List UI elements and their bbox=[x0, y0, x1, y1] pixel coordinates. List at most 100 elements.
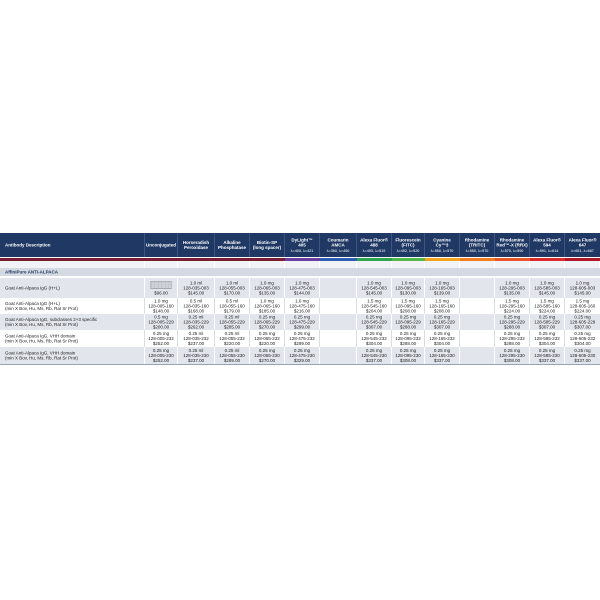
antibody-name: Goat Anti-Alpaca IgG, VHH domain bbox=[5, 333, 76, 339]
product-cell-alkaline-phosphatase: 0.25 ml 128-055-229 $285.00 bbox=[215, 314, 250, 330]
price: $308.00 bbox=[399, 358, 417, 363]
product-cell-alexa-fluor-488: 1.0 mg 128-545-003 $145.00 bbox=[357, 278, 392, 298]
pack-size: 0.25 mg bbox=[538, 348, 556, 353]
spacer-cell bbox=[565, 261, 600, 268]
pack-size: 0.25 ml bbox=[224, 331, 240, 336]
catalog-number: 128-545-230 bbox=[361, 353, 387, 358]
product-cell-alkaline-phosphatase: 1.0 ml 128-055-003 $170.00 bbox=[215, 278, 250, 298]
product-cell-biotin-sp: 1.0 mg 128-065-160 $185.00 bbox=[250, 298, 285, 314]
catalog-number: 128-605-003 bbox=[569, 285, 596, 291]
product-cell-cy3: 1.5 mg 128-165-160 $208.00 bbox=[425, 298, 460, 314]
column-header-rrx: Rhodamine Red™-X (RRX) λ=570, λ=590 bbox=[495, 233, 530, 257]
product-cell-alexa-fluor-594: 1.0 mg 128-585-003 $145.00 bbox=[530, 278, 565, 298]
price: $216.00 bbox=[293, 308, 311, 314]
catalog-number: 128-055-229 bbox=[219, 319, 245, 325]
catalog-number: 128-035-229 bbox=[183, 319, 209, 325]
catalog-number: 128-055-230 bbox=[219, 353, 245, 358]
pack-size: 0.25 mg bbox=[503, 314, 521, 320]
wavelength-label: λ=350, λ=450 bbox=[326, 248, 350, 253]
column-header-label: Horseradish bbox=[182, 240, 210, 245]
color-bar-segment bbox=[285, 258, 320, 261]
product-cell-biotin-sp: 0.25 mg 128-065-230 $270.00 bbox=[250, 347, 285, 364]
pack-size: 0.25 ml bbox=[188, 314, 204, 320]
pack-size: 0.25 mg bbox=[258, 331, 276, 336]
price: $337.00 bbox=[574, 358, 591, 363]
price: $135.00 bbox=[503, 290, 521, 296]
price: $224.00 bbox=[538, 308, 556, 314]
price: $208.00 bbox=[399, 308, 417, 314]
pack-size: 0.5 ml bbox=[189, 298, 203, 304]
catalog-number: 128-055-160 bbox=[219, 303, 245, 309]
product-cell-fitc: 0.25 mg 128-095-229 $288.00 bbox=[392, 314, 425, 330]
pack-size: 1.0 mg bbox=[154, 298, 168, 304]
product-cell-rrx: 0.25 mg 128-295-229 $288.00 bbox=[495, 314, 530, 330]
product-cell-dylight-405: 0.25 mg 128-475-232 $299.00 bbox=[285, 330, 320, 347]
product-cell-biotin-sp: 1.0 mg 128-065-003 $135.00 bbox=[250, 278, 285, 298]
column-header-label: Alexa Fluor® bbox=[360, 237, 388, 243]
pack-size: 0.25 mg bbox=[293, 348, 311, 353]
pack-size: 0.25 mg bbox=[258, 348, 276, 353]
spacer-cell bbox=[178, 261, 215, 268]
pack-size: 0.25 mg bbox=[258, 314, 276, 320]
column-header-label: (FITC) bbox=[401, 242, 415, 248]
product-cell-coumarin-amca bbox=[320, 298, 357, 314]
price: $285.00 bbox=[223, 324, 241, 330]
price: $135.00 bbox=[258, 290, 276, 296]
catalog-number: 128-605-230 bbox=[569, 353, 596, 358]
catalog-number: 128-605-160 bbox=[569, 303, 596, 309]
column-header-label: 488 bbox=[370, 242, 378, 248]
product-cell-tritc bbox=[460, 278, 495, 298]
color-bar-segment bbox=[530, 258, 565, 261]
product-cell-tritc bbox=[460, 314, 495, 330]
catalog-number: 128-475-160 bbox=[289, 303, 315, 309]
column-header-label: Cy™3 bbox=[435, 242, 449, 248]
product-cell-hrp: 0.25 ml 128-035-229 $262.00 bbox=[178, 314, 215, 330]
product-cell-unconjugated: 0.5 mg 128-005-229 $200.00 bbox=[145, 314, 178, 330]
catalog-number: 128-585-003 bbox=[534, 285, 560, 291]
column-header-label: Unconjugated bbox=[146, 242, 176, 248]
product-cell-rrx: 1.0 mg 128-295-003 $135.00 bbox=[495, 278, 530, 298]
pack-size: 1.0 mg bbox=[295, 298, 309, 304]
product-cell-alexa-fluor-488: 1.5 mg 128-545-160 $204.00 bbox=[357, 298, 392, 314]
product-cell-alexa-fluor-488: 0.25 mg 128-545-229 $307.00 bbox=[357, 314, 392, 330]
catalog-number: 128-545-232 bbox=[361, 336, 387, 341]
product-cell-unconjugated: $96.00 bbox=[145, 278, 178, 298]
column-header-alexa-fluor-594: Alexa Fluor® 594 λ=591, λ=614 bbox=[530, 233, 565, 257]
column-header-cy3: Cyanine Cy™3 λ=550, λ=570 bbox=[425, 233, 460, 257]
pack-size: 0.25 ml bbox=[224, 314, 240, 320]
pack-size: 0.25 mg bbox=[433, 331, 451, 336]
price: $144.00 bbox=[293, 290, 311, 296]
catalog-number: 128-065-229 bbox=[254, 319, 280, 325]
price: $208.00 bbox=[433, 308, 451, 314]
product-cell-hrp: 0.25 ml 128-035-232 $237.00 bbox=[178, 330, 215, 347]
product-cell-dylight-405: 0.25 mg 128-475-229 $299.00 bbox=[285, 314, 320, 330]
product-cell-tritc bbox=[460, 347, 495, 364]
section-heading: AffiniPure ANTI-ALPACA bbox=[0, 268, 600, 276]
cross-adsorption-note: (min X Bov, Hu, Ms, Rb, Rat Sr Prot) bbox=[5, 355, 78, 361]
price: $224.00 bbox=[574, 308, 591, 314]
color-bar-segment bbox=[250, 258, 285, 261]
pack-size: 1.0 ml bbox=[225, 280, 239, 286]
product-cell-alkaline-phosphatase: 0.25 ml 128-055-232 $220.00 bbox=[215, 330, 250, 347]
color-bar-segment bbox=[460, 258, 495, 261]
column-header-label: Antibody Description bbox=[5, 242, 51, 248]
price: $288.00 bbox=[503, 324, 521, 330]
catalog-number: 128-035-003 bbox=[183, 285, 209, 291]
product-cell-alkaline-phosphatase: 0.5 ml 128-055-160 $179.00 bbox=[215, 298, 250, 314]
price: $220.00 bbox=[223, 341, 241, 346]
column-header-label: (long spacer) bbox=[252, 245, 282, 250]
catalog-number: 128-065-230 bbox=[254, 353, 280, 358]
price: $337.00 bbox=[538, 358, 556, 363]
pack-size: 0.25 mg bbox=[503, 348, 521, 353]
color-bar-segment bbox=[215, 258, 250, 261]
pack-size: 1.0 mg bbox=[435, 280, 449, 286]
pack-size: 1.0 mg bbox=[260, 280, 274, 286]
column-header-alkaline-phosphatase: Alkaline Phosphatase bbox=[215, 233, 250, 257]
price: $304.00 bbox=[433, 341, 451, 346]
product-cell-alexa-fluor-488: 0.25 mg 128-545-230 $337.00 bbox=[357, 347, 392, 364]
catalog-number: 128-165-003 bbox=[429, 285, 455, 291]
catalog-number: 128-065-232 bbox=[254, 336, 280, 341]
antibody-description: Goat Anti-Alpaca IgG (H+L) (min X Bov, Hu… bbox=[0, 298, 145, 314]
column-header-label: 405 bbox=[298, 242, 306, 248]
product-cell-cy3: 0.25 mg 128-165-230 $337.00 bbox=[425, 347, 460, 364]
